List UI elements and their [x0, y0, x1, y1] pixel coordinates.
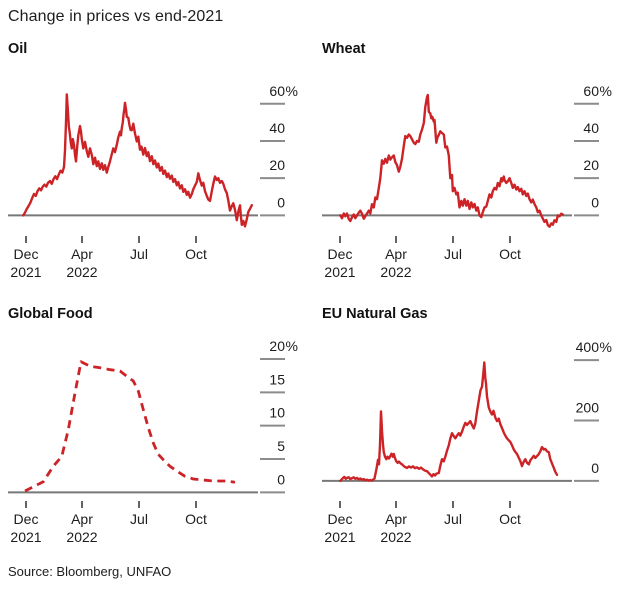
x-tick-label: Jul	[130, 246, 148, 262]
y-tick-label: 200	[576, 400, 600, 416]
x-tick-label: Apr	[385, 246, 407, 262]
y-axis-unit-label: %	[600, 83, 612, 99]
y-tick-label: 60	[269, 83, 285, 99]
figure-title: Change in prices vs end-2021	[8, 8, 224, 25]
y-tick-label: 20	[269, 157, 285, 173]
price-change-line	[22, 93, 253, 228]
x-tick-year-label: 2021	[324, 264, 355, 280]
x-tick-year-label: 2022	[66, 529, 97, 545]
y-tick-label: 20	[269, 338, 285, 354]
y-tick-label: 40	[583, 120, 599, 136]
x-tick-year-label: 2021	[324, 529, 355, 545]
x-tick-year-label: 2021	[10, 529, 41, 545]
charts-grid: Oil 60% 40 20 0 Dec 2021 Apr 2022 Jul Oct Wheat 6…	[8, 41, 625, 551]
y-axis-unit-label: %	[286, 83, 298, 99]
y-tick-label: 60	[583, 83, 599, 99]
y-tick-label: 10	[269, 405, 285, 421]
x-tick-year-label: 2021	[10, 264, 41, 280]
y-tick-label: 15	[269, 371, 285, 387]
x-tick-label: Oct	[499, 511, 521, 527]
panel-title-global-food: Global Food	[8, 306, 93, 322]
y-tick-label: 0	[277, 194, 285, 210]
x-tick-year-label: 2022	[66, 264, 97, 280]
y-axis-unit-label: %	[286, 338, 298, 354]
panel-title-oil: Oil	[8, 41, 28, 57]
y-tick-label: 0	[591, 460, 599, 476]
x-tick-label: Oct	[499, 246, 521, 262]
x-tick-label: Dec	[328, 246, 353, 262]
x-tick-label: Apr	[385, 511, 407, 527]
price-change-line	[24, 360, 236, 493]
global-food-chart-canvas: 20 % 15 10 5 0 Dec 2021 Apr 2022 Jul Oct	[8, 338, 298, 545]
panel-eu-natural-gas: EU Natural Gas 400% 200 0 Dec 2021 Apr 2022 Jul…	[322, 306, 624, 551]
y-tick-label: 0	[591, 194, 599, 210]
x-tick-label: Dec	[14, 511, 39, 527]
y-tick-label: 400	[576, 339, 600, 355]
x-tick-label: Apr	[71, 511, 93, 527]
panel-global-food: Global Food 20% 15 10 5 0 Dec 2021 Apr 2022 Jul Oc…	[8, 306, 310, 551]
x-tick-year-label: 2022	[380, 264, 411, 280]
price-change-line	[339, 361, 559, 483]
x-tick-label: Jul	[444, 511, 462, 527]
y-tick-label: 20	[583, 157, 599, 173]
oil-chart-canvas: 60 % 40 20 0 Dec 2021 Apr 2022 Jul Oct	[8, 83, 298, 280]
y-tick-label: 0	[277, 471, 285, 487]
y-tick-label: 5	[277, 438, 285, 454]
x-tick-year-label: 2022	[380, 529, 411, 545]
eu-natural-gas-chart-canvas: 400 % 200 0 Dec 2021 Apr 2022 Jul Oct	[322, 339, 612, 545]
x-tick-label: Oct	[185, 246, 207, 262]
x-tick-label: Jul	[130, 511, 148, 527]
x-tick-label: Apr	[71, 246, 93, 262]
panel-wheat: Wheat 60% 40 20 0 Dec 2021 Apr 2022 Jul Oct	[322, 41, 624, 286]
x-tick-label: Oct	[185, 511, 207, 527]
chart-figure: Change in prices vs end-2021 Oil 60% 40 20…	[8, 8, 625, 579]
wheat-chart-canvas: 60 % 40 20 0 Dec 2021 Apr 2022 Jul Oct	[322, 83, 612, 280]
price-change-line	[339, 93, 564, 228]
x-tick-label: Jul	[444, 246, 462, 262]
source-note: Source: Bloomberg, UNFAO	[8, 564, 172, 579]
panel-oil: Oil 60% 40 20 0 Dec 2021 Apr 2022 Jul Oct	[8, 41, 310, 286]
y-axis-unit-label: %	[600, 339, 612, 355]
x-tick-label: Dec	[328, 511, 353, 527]
panel-title-eu-natural-gas: EU Natural Gas	[322, 306, 428, 322]
x-tick-label: Dec	[14, 246, 39, 262]
panel-title-wheat: Wheat	[322, 41, 366, 57]
y-tick-label: 40	[269, 120, 285, 136]
